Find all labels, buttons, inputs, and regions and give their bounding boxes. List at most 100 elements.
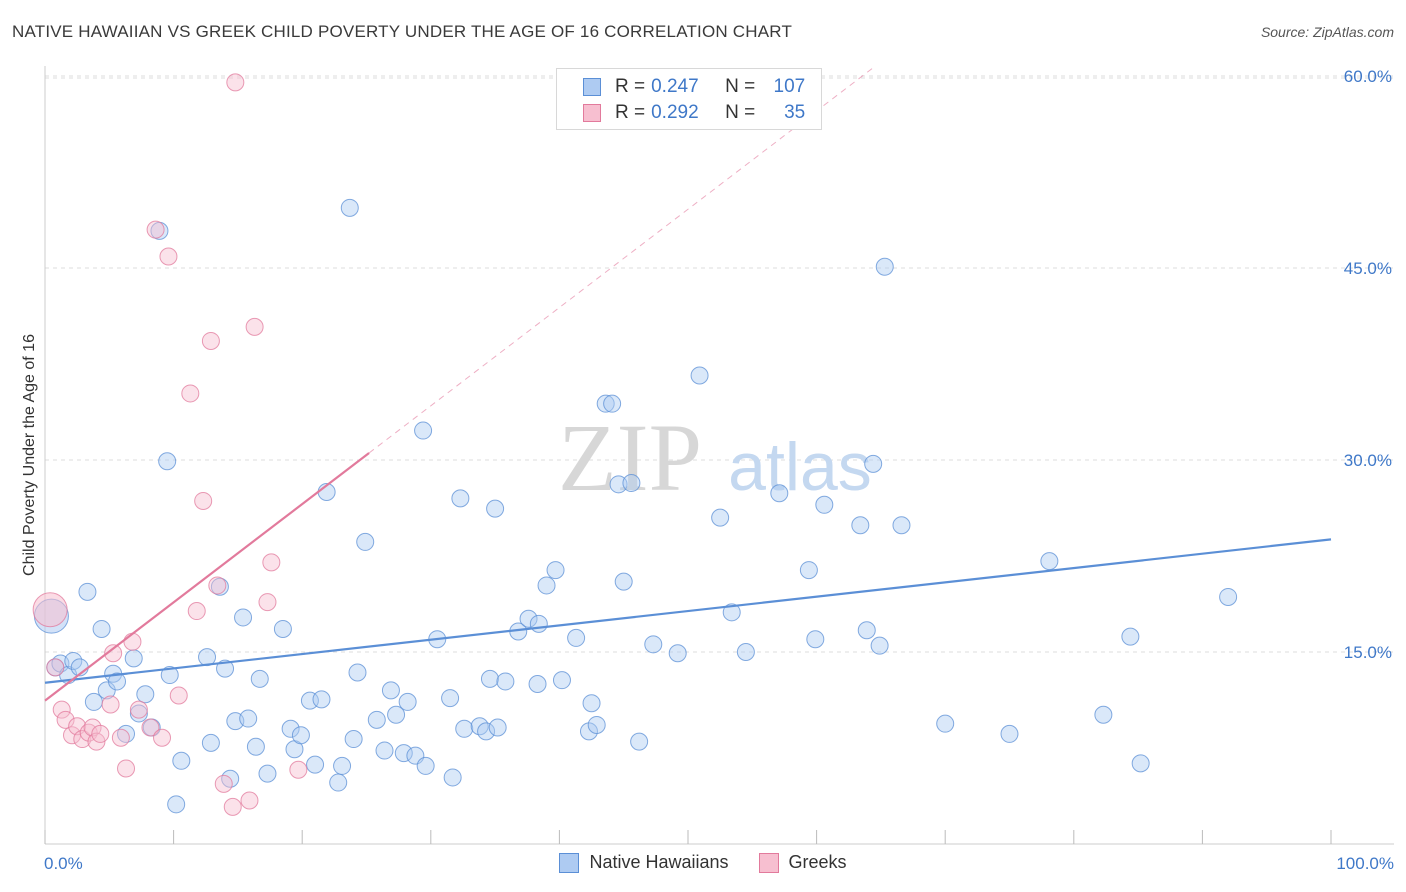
- trend-line: [44, 538, 1332, 684]
- legend-r-label: R =: [615, 76, 646, 97]
- legend-item-native-hawaiians[interactable]: Native Hawaiians: [559, 852, 729, 873]
- data-point: [579, 722, 598, 741]
- data-point: [201, 733, 220, 752]
- legend-r-value: 0.247: [651, 76, 699, 97]
- data-point: [416, 756, 435, 775]
- series-legend: Native Hawaiians Greeks: [0, 852, 1406, 873]
- data-point: [486, 499, 505, 518]
- x-tick-label: 100.0%: [1336, 854, 1394, 873]
- trend-line-extension: [368, 65, 877, 454]
- data-point: [864, 454, 883, 473]
- data-point: [234, 608, 253, 627]
- stats-legend: R = 0.247 N = 107 R = 0.292 N = 35: [556, 68, 822, 130]
- data-point: [375, 741, 394, 760]
- y-axis-label: Child Poverty Under the Age of 16: [21, 334, 38, 576]
- data-point: [194, 491, 213, 510]
- data-point: [582, 694, 601, 713]
- legend-n-value: 35: [784, 102, 806, 123]
- data-point: [892, 516, 911, 535]
- data-point: [129, 700, 148, 719]
- data-point: [394, 744, 413, 763]
- data-point: [387, 705, 406, 724]
- legend-row-native-hawaiians: R = 0.247 N = 107: [583, 75, 805, 99]
- data-point: [306, 755, 325, 774]
- data-point: [250, 669, 269, 688]
- trend-line: [44, 452, 370, 702]
- data-point: [83, 718, 102, 737]
- data-point: [1121, 627, 1140, 646]
- legend-item-greeks[interactable]: Greeks: [758, 852, 847, 873]
- data-point: [451, 489, 470, 508]
- data-point: [630, 732, 649, 751]
- data-point: [108, 672, 127, 691]
- legend-swatch-greeks: [758, 852, 779, 873]
- data-point: [443, 768, 462, 787]
- legend-label-native-hawaiians: Native Hawaiians: [589, 852, 729, 872]
- legend-label-greeks: Greeks: [788, 852, 847, 872]
- data-point: [32, 592, 68, 628]
- series-native-hawaiians: [33, 198, 1238, 814]
- data-point: [529, 614, 548, 633]
- data-point: [690, 366, 709, 385]
- data-point: [857, 621, 876, 640]
- data-point: [181, 384, 200, 403]
- data-point: [441, 689, 460, 708]
- data-point: [52, 700, 71, 719]
- data-point: [136, 685, 155, 704]
- data-point: [477, 722, 496, 741]
- data-point: [141, 718, 160, 737]
- data-point: [609, 475, 628, 494]
- data-point: [153, 728, 172, 747]
- gridlines: [45, 75, 1394, 653]
- data-point: [226, 73, 245, 92]
- data-point: [806, 630, 825, 649]
- data-point: [158, 452, 177, 471]
- data-point: [587, 715, 606, 734]
- data-point: [668, 644, 687, 663]
- data-point: [73, 730, 92, 749]
- watermark-atlas: atlas: [728, 429, 872, 505]
- data-point: [722, 603, 741, 622]
- data-point: [815, 495, 834, 514]
- data-point: [146, 220, 165, 239]
- legend-n-label: N =: [725, 76, 756, 97]
- data-point: [123, 632, 142, 651]
- data-point: [111, 728, 130, 747]
- data-point: [245, 317, 264, 336]
- trend-lines: [44, 65, 1332, 702]
- data-point: [736, 643, 755, 661]
- series-greeks: [32, 73, 308, 816]
- data-point: [381, 681, 400, 700]
- axes: [44, 66, 1394, 845]
- legend-row-greeks: R = 0.292 N = 35: [583, 101, 805, 125]
- data-point: [496, 672, 515, 691]
- y-tick-label: 45.0%: [1344, 259, 1392, 278]
- data-point: [91, 724, 110, 743]
- data-point: [240, 791, 259, 810]
- data-point: [273, 619, 292, 638]
- data-point: [129, 704, 148, 723]
- data-point: [333, 756, 352, 775]
- data-point: [78, 582, 97, 601]
- data-point: [537, 576, 556, 595]
- data-point: [1094, 705, 1113, 724]
- chart-title: NATIVE HAWAIIAN VS GREEK CHILD POVERTY U…: [12, 22, 793, 41]
- data-point: [289, 760, 308, 779]
- data-point: [56, 710, 75, 729]
- legend-swatch-native-hawaiians: [583, 78, 601, 96]
- data-point: [546, 561, 565, 580]
- data-point: [1000, 724, 1019, 743]
- data-point: [167, 795, 186, 814]
- data-point: [92, 619, 111, 638]
- legend-swatch-native-hawaiians: [559, 852, 580, 873]
- data-point: [101, 695, 120, 714]
- data-point: [488, 718, 507, 737]
- y-tick-label: 60.0%: [1344, 67, 1392, 86]
- data-point: [603, 394, 622, 413]
- data-point: [262, 553, 281, 572]
- data-point: [214, 774, 233, 793]
- y-tick-label: 30.0%: [1344, 451, 1392, 470]
- legend-r-label: R =: [615, 102, 646, 123]
- data-point: [223, 797, 242, 816]
- data-point: [208, 576, 227, 595]
